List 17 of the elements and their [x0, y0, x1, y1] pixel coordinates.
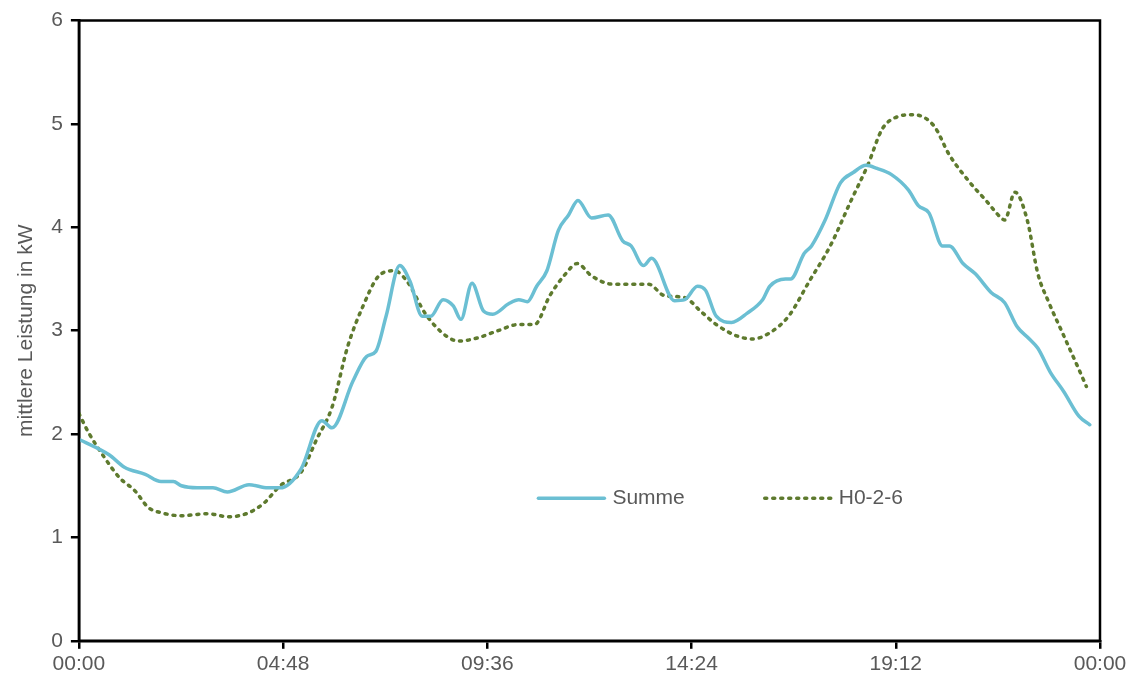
- y-tick-label: 5: [51, 110, 63, 134]
- x-tick-label: 19:12: [869, 651, 923, 675]
- y-tick-label: 2: [51, 420, 63, 444]
- y-axis-title: mittlere Leistung in kW: [13, 224, 37, 437]
- x-tick-label: 09:36: [461, 651, 514, 675]
- y-tick-label: 1: [51, 524, 63, 548]
- y-tick-label: 3: [51, 317, 63, 341]
- legend-label: Summe: [612, 484, 685, 508]
- legend-label: H0-2-6: [838, 484, 903, 508]
- x-tick-label: 00:00: [52, 651, 106, 675]
- y-tick-label: 6: [51, 7, 63, 31]
- x-tick-label: 04:48: [256, 651, 310, 675]
- x-tick-label: 00:00: [1073, 651, 1127, 675]
- x-tick-label: 14:24: [665, 651, 719, 675]
- line-series: [78, 112, 1089, 519]
- y-tick-label: 4: [51, 214, 64, 238]
- y-tick-label: 0: [51, 627, 63, 651]
